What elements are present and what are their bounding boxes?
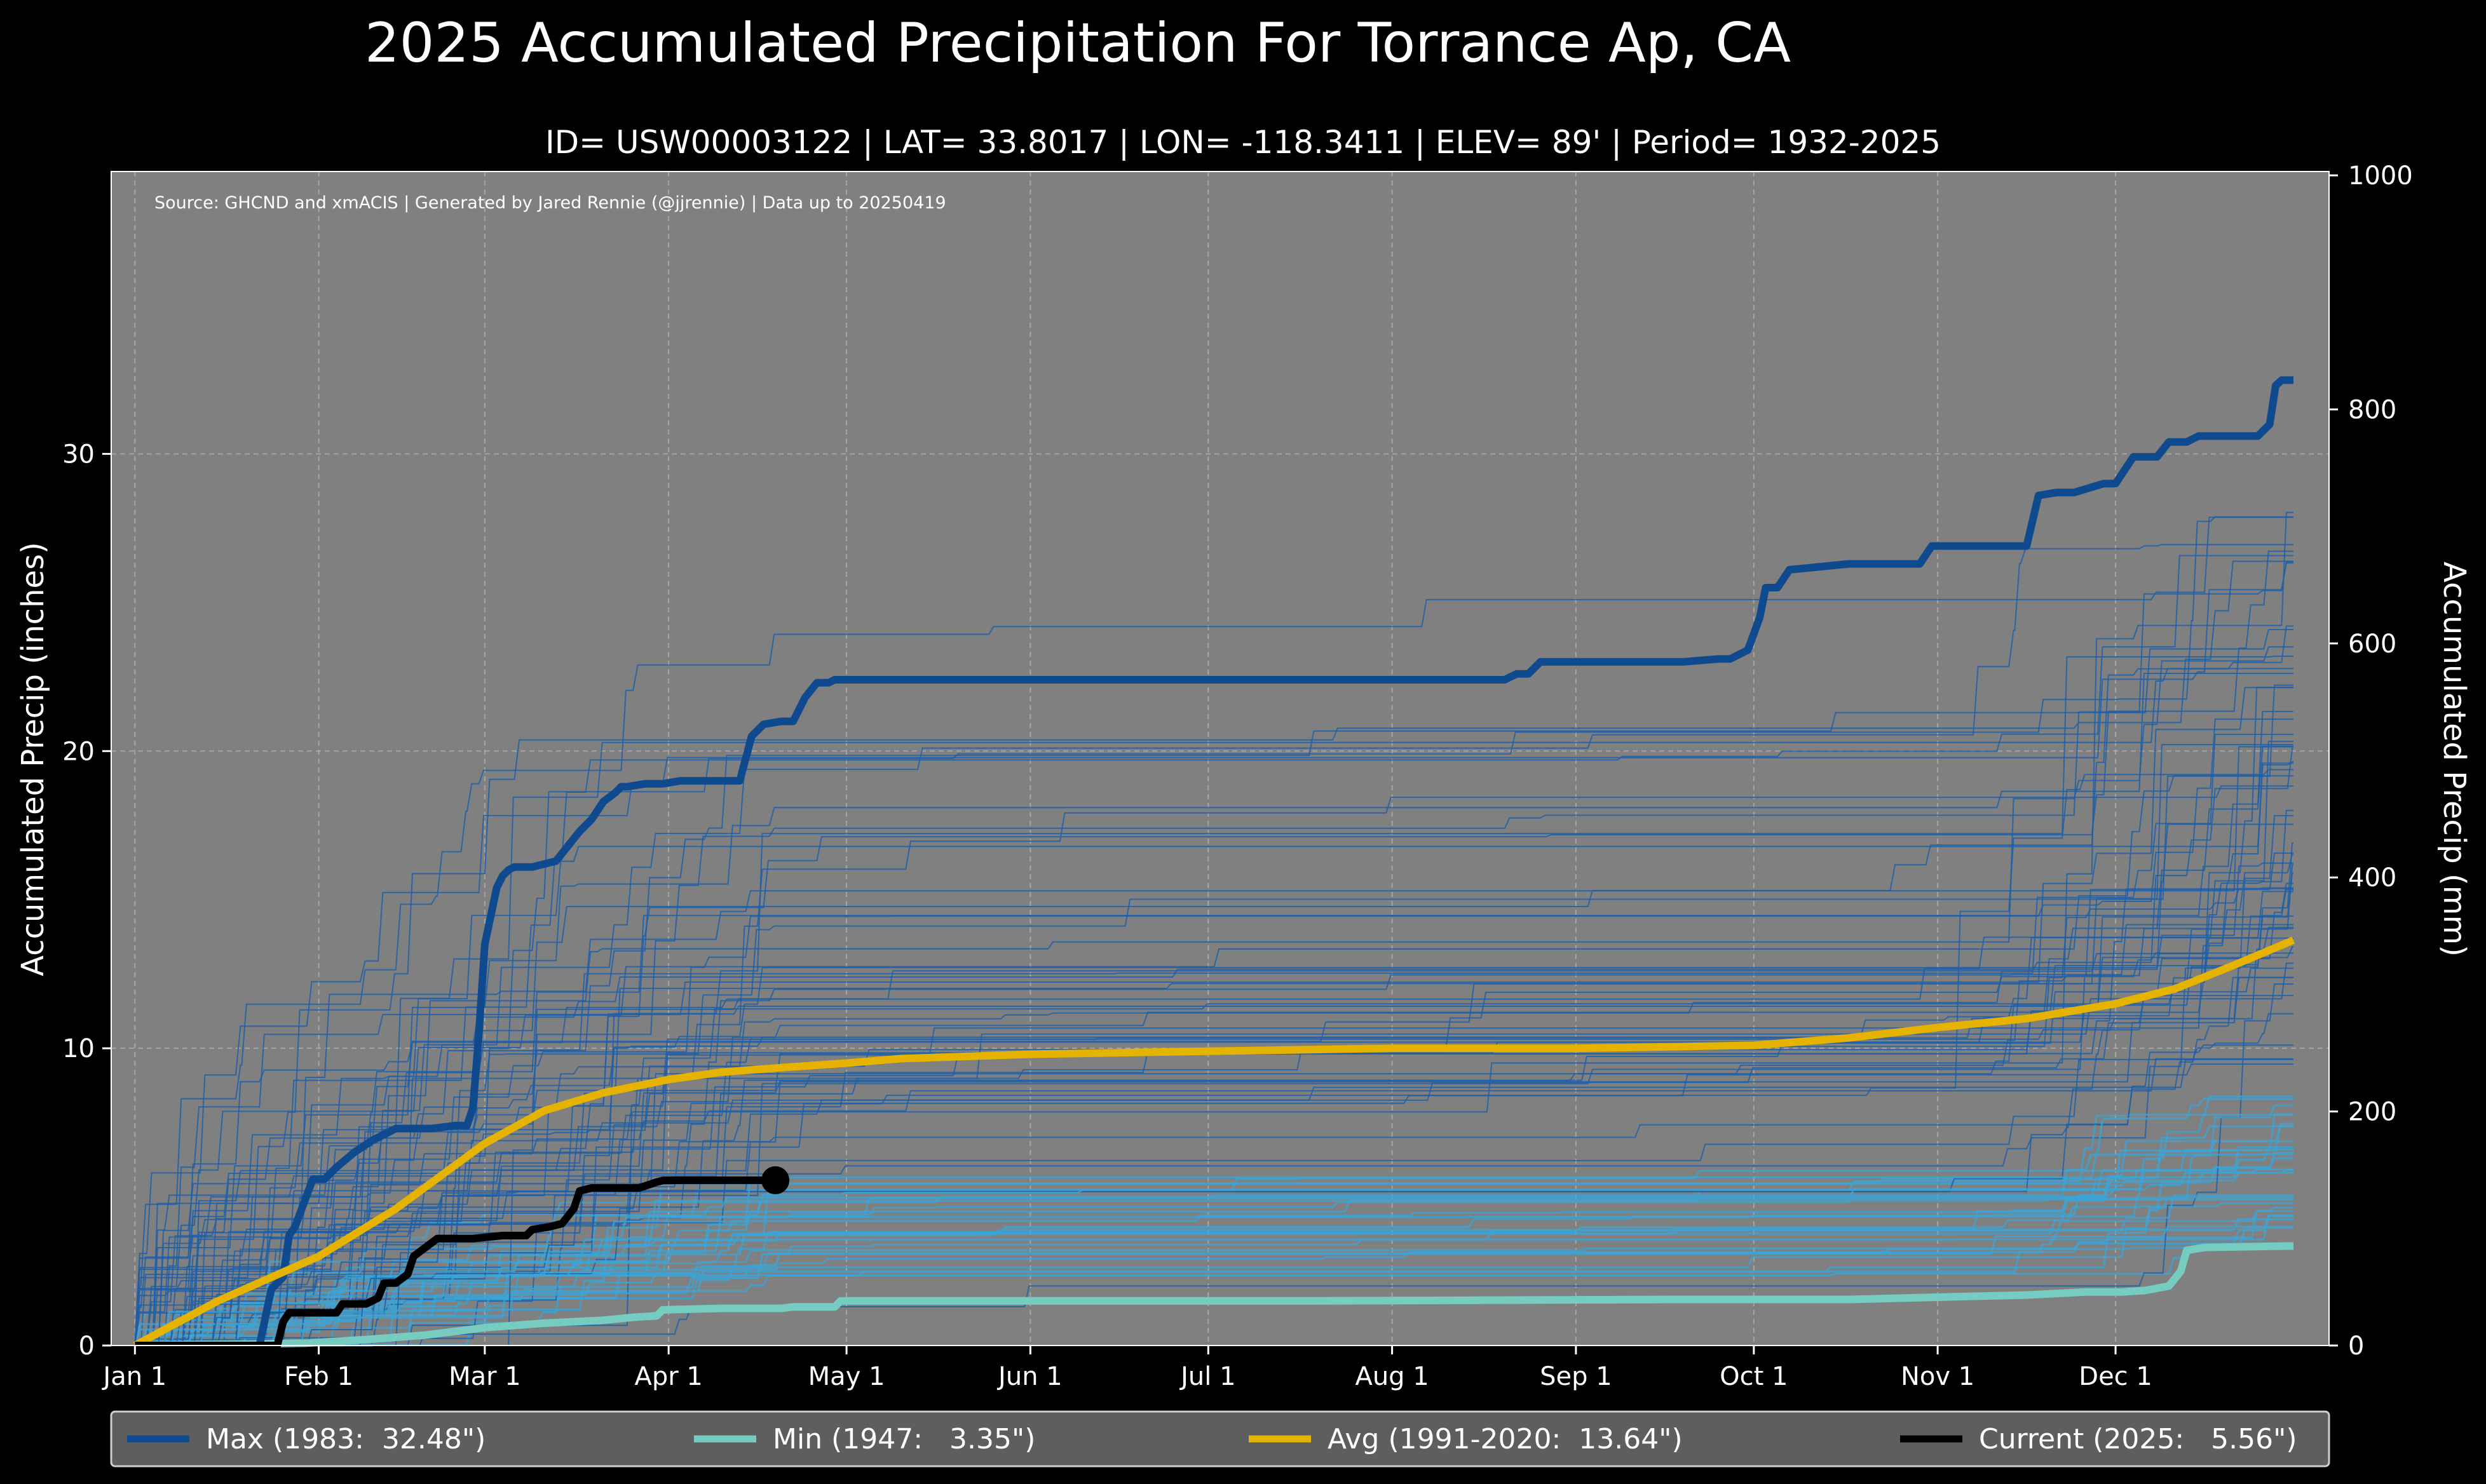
history-line [135, 646, 2293, 1346]
x-axis: Jan 1 Feb 1 Mar 1 Apr 1 May 1 Jun 1 Jul 1 Aug 1… [101, 1346, 2152, 1391]
x-tick-label: Jan 1 [101, 1362, 166, 1391]
legend: Max (1983: 32.48") Min (1947: 3.35") Avg (… [110, 1410, 2330, 1467]
y-axis-label-left: Accumulated Precip (inches) [15, 542, 51, 976]
history-line [135, 1194, 2293, 1347]
history-line [135, 976, 2293, 1346]
series-line-min [135, 1242, 2294, 1349]
x-tick-label: Dec 1 [2079, 1362, 2152, 1391]
history-line [135, 1095, 2293, 1347]
history-line [135, 976, 2293, 1346]
y-tick-label: 10 [62, 1034, 95, 1063]
x-tick-label: Jun 1 [996, 1362, 1063, 1391]
history-line [135, 516, 2293, 1346]
x-tick-label: Apr 1 [634, 1362, 702, 1391]
history-line [135, 823, 2293, 1346]
history-line [135, 1152, 2293, 1347]
history-line [135, 1243, 2293, 1347]
legend-label: Avg (1991-2020: 13.64") [1328, 1423, 1683, 1455]
series-line-current [135, 1176, 776, 1349]
y-tick-label-right: 800 [2348, 395, 2396, 424]
y-tick-label: 0 [79, 1332, 95, 1361]
source-annotation: Source: GHCND and xmACIS | Generated by … [154, 193, 946, 213]
y-axis-right: 0 200 400 600 800 1000 [2329, 161, 2413, 1361]
y-tick-label-right: 200 [2348, 1098, 2396, 1127]
history-line [134, 718, 2293, 1346]
history-line [135, 1098, 2293, 1347]
history-line [135, 684, 2293, 1346]
history-line [134, 516, 2293, 1346]
x-tick-label: Feb 1 [284, 1362, 353, 1391]
history-line [135, 687, 2293, 1346]
history-line [135, 561, 2293, 1346]
y-tick-label-right: 600 [2348, 630, 2396, 659]
x-tick-label: Oct 1 [1720, 1362, 1788, 1391]
y-axis-label-right: Accumulated Precip (mm) [2436, 562, 2472, 957]
history-line [134, 544, 2293, 1346]
plot-frame [111, 171, 2330, 1346]
history-line [135, 1058, 2293, 1346]
history-line [135, 746, 2293, 1346]
history-line [135, 809, 2293, 1346]
history-line [135, 1125, 2293, 1347]
y-tick-label: 20 [62, 737, 95, 766]
history-line [135, 747, 2293, 1346]
x-tick-label: Jul 1 [1179, 1362, 1235, 1391]
historical-year-lines [133, 511, 2293, 1347]
history-line [134, 962, 2293, 1346]
y-axis-left: 0 10 20 30 [62, 440, 111, 1361]
legend-label: Min (1947: 3.35") [773, 1423, 1035, 1455]
main-series [133, 376, 2295, 1349]
history-line [135, 711, 2293, 1346]
history-line [134, 872, 2293, 1346]
history-line [135, 1114, 2293, 1347]
history-line [135, 744, 2293, 1346]
series-line-max [135, 376, 2293, 1349]
history-line [135, 785, 2293, 1346]
history-line [135, 687, 2293, 1346]
legend-box [110, 1410, 2330, 1467]
chart-title: 2025 Accumulated Precipitation For Torra… [364, 11, 1791, 75]
history-line [134, 915, 2293, 1346]
y-tick-label-right: 1000 [2348, 161, 2413, 191]
legend-label: Current (2025: 5.56") [1979, 1423, 2297, 1455]
series-line-avg [133, 936, 2295, 1349]
history-line [134, 562, 2293, 1346]
y-tick-label-right: 0 [2348, 1332, 2364, 1361]
x-tick-label: Sep 1 [1540, 1362, 1612, 1391]
y-tick-label: 30 [62, 440, 95, 469]
history-line [135, 891, 2293, 1346]
history-line [135, 887, 2293, 1346]
x-tick-label: Nov 1 [1901, 1362, 1974, 1391]
history-line [135, 734, 2293, 1346]
history-line [134, 775, 2293, 1346]
y-tick-label-right: 400 [2348, 863, 2396, 893]
x-tick-label: May 1 [808, 1362, 885, 1391]
x-tick-label: Mar 1 [449, 1362, 521, 1391]
history-line [135, 928, 2293, 1346]
x-tick-label: Aug 1 [1355, 1362, 1429, 1391]
history-line [134, 625, 2293, 1346]
history-line [135, 769, 2293, 1346]
chart-subtitle: ID= USW00003122 | LAT= 33.8017 | LON= -1… [545, 124, 1941, 161]
history-line [135, 887, 2293, 1346]
current-end-marker [761, 1166, 790, 1194]
legend-label: Max (1983: 32.48") [206, 1423, 486, 1455]
history-line [135, 852, 2293, 1346]
history-line [135, 560, 2293, 1346]
history-line [135, 815, 2293, 1346]
history-line [135, 983, 2293, 1346]
history-line [135, 882, 2293, 1346]
history-line [135, 762, 2293, 1346]
